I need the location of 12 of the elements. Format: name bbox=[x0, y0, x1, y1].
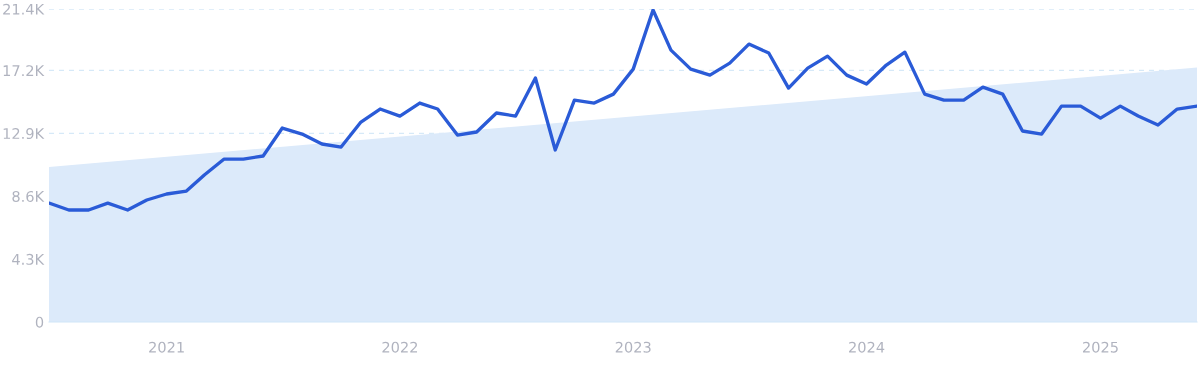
y-tick-label: 17.2K bbox=[3, 65, 45, 76]
x-tick-label: 2023 bbox=[615, 341, 651, 353]
y-tick-label: 4.3K bbox=[12, 253, 45, 265]
line-series bbox=[49, 9, 1197, 212]
x-tick-label: 2024 bbox=[849, 341, 885, 353]
y-tick-label: 21.4K bbox=[3, 3, 45, 15]
x-tick-label: 2025 bbox=[1082, 341, 1118, 353]
x-tick-label: 2022 bbox=[382, 341, 418, 353]
y-tick-label: 12.9K bbox=[3, 128, 45, 140]
x-tick-label: 2021 bbox=[149, 341, 184, 353]
y-tick-label: 8.6K bbox=[12, 190, 45, 202]
y-tick-label: 0 bbox=[35, 316, 44, 328]
